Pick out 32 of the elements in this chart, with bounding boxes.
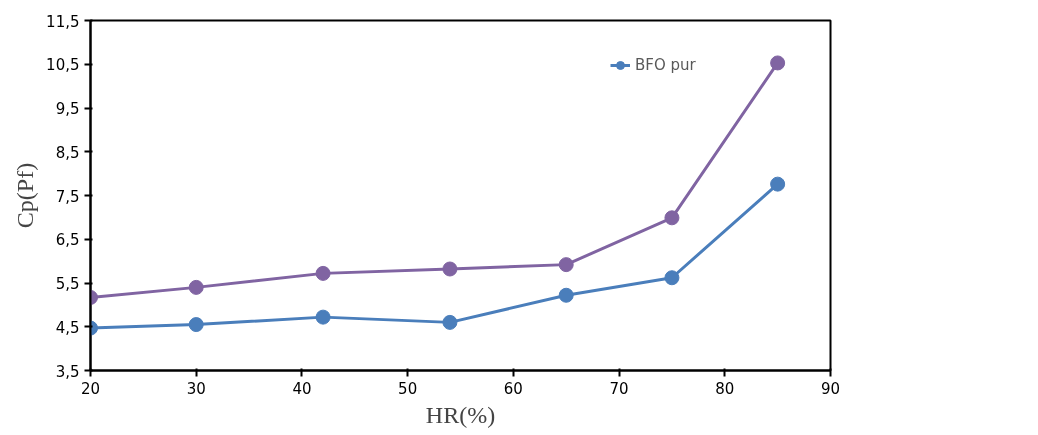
point — [664, 210, 680, 226]
y-tick-label: 4,5 — [55, 318, 80, 337]
y-tick-label: 3,5 — [55, 362, 80, 381]
point — [315, 265, 331, 281]
point — [315, 309, 331, 325]
point — [558, 287, 574, 303]
x-tick-label: 60 — [503, 379, 523, 398]
y-tick-label: 7,5 — [55, 187, 80, 206]
point — [442, 314, 458, 330]
point — [770, 176, 786, 192]
y-tick-label: 9,5 — [55, 100, 80, 118]
point — [770, 55, 786, 71]
y-tick-label: 10,5 — [46, 56, 80, 75]
point — [188, 317, 204, 333]
legend-label: BFO pur — [635, 56, 696, 74]
point — [442, 261, 458, 277]
y-tick-label: 11,5 — [46, 12, 80, 31]
x-tick-label: 20 — [80, 379, 101, 398]
point — [558, 257, 574, 273]
y-axis-title: Cp(Pf) — [12, 162, 39, 229]
y-tick-label: 6,5 — [55, 231, 80, 250]
point — [664, 270, 680, 286]
point — [188, 279, 204, 295]
x-tick-label: 50 — [398, 379, 418, 398]
x-tick-label: 40 — [292, 379, 312, 398]
y-tick-label: 8,5 — [55, 143, 80, 162]
x-axis-title: HR(%) — [425, 401, 496, 428]
y-tick-label: 5,5 — [55, 275, 80, 293]
x-tick-label: 70 — [609, 379, 629, 398]
x-tick-label: 80 — [715, 379, 735, 398]
x-tick-label: 30 — [186, 379, 206, 398]
x-tick-label: 90 — [820, 379, 841, 398]
